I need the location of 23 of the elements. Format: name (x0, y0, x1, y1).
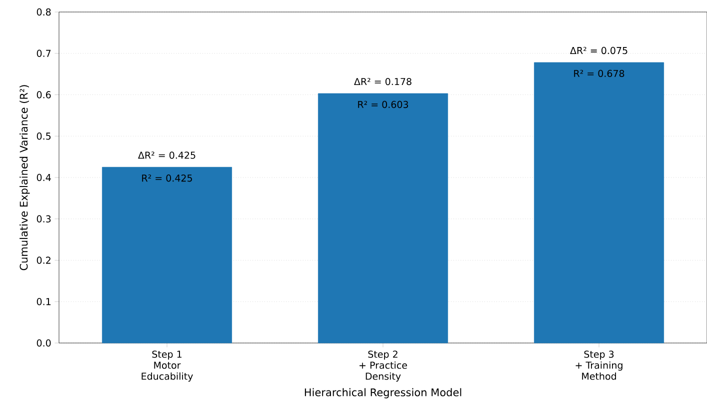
x-axis-title: Hierarchical Regression Model (304, 388, 462, 398)
bar (102, 166, 232, 344)
y-tick-label: 0.6 (36, 91, 51, 98)
y-tick-label: 0.7 (36, 50, 51, 57)
y-tick-label: 0.1 (36, 298, 51, 306)
y-tick-label: 0.4 (36, 174, 51, 182)
bar (534, 62, 664, 344)
data-label: R² = 0.425 (142, 174, 192, 182)
data-label: R² = 0.678 (574, 70, 624, 78)
data-label: R² = 0.603 (358, 100, 408, 108)
y-axis-title: Cumulative Explained Variance (R²) (20, 85, 30, 270)
annotation: ΔR² = 0.075 (570, 46, 628, 54)
y-tick-label: 0.8 (36, 8, 51, 16)
x-tick-label: Step 2 + Practice Density (360, 350, 407, 382)
y-tick-label: 0.2 (36, 256, 50, 264)
annotation: ΔR² = 0.178 (354, 78, 412, 86)
y-tick-label: 0.0 (36, 339, 51, 347)
annotation: ΔR² = 0.425 (138, 152, 196, 159)
x-tick-label: Step 1 Motor Educability (142, 350, 193, 382)
bar (318, 93, 448, 344)
y-tick-label: 0.5 (36, 132, 51, 140)
y-tick-label: 0.3 (36, 215, 51, 222)
x-tick-label: Step 3 + Training Method (576, 350, 622, 380)
